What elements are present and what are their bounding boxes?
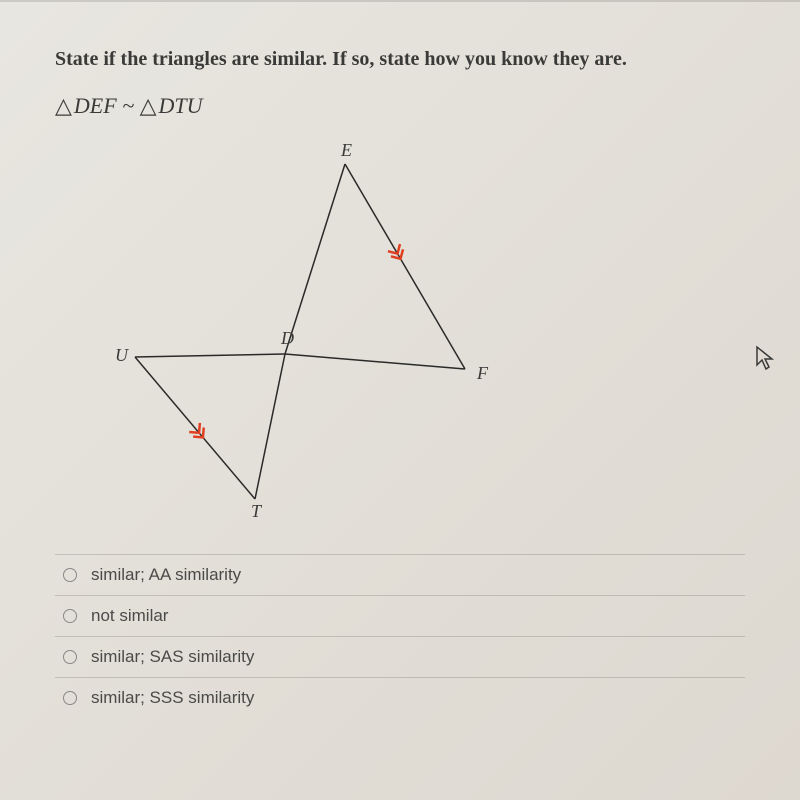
option-aa[interactable]: similar; AA similarity [55,554,745,595]
svg-text:U: U [115,345,129,365]
svg-text:T: T [251,501,263,521]
option-sss[interactable]: similar; SSS similarity [55,677,745,718]
triangle-left: DEF [74,93,117,118]
radio-icon [63,650,77,664]
option-label: similar; AA similarity [91,565,241,585]
radio-icon [63,609,77,623]
radio-icon [63,691,77,705]
svg-text:D: D [280,328,294,348]
question-prompt: State if the triangles are similar. If s… [55,45,745,73]
triangle-figure: E F D U T [55,139,555,539]
question-container: State if the triangles are similar. If s… [0,0,800,718]
option-not-similar[interactable]: not similar [55,595,745,636]
radio-icon [63,568,77,582]
tilde: ~ [117,93,140,118]
similarity-statement: △DEF ~ △DTU [55,93,745,119]
svg-text:E: E [340,140,352,160]
triangle-symbol-2: △ [140,93,157,118]
svg-text:F: F [476,363,489,383]
triangle-symbol-1: △ [55,93,72,118]
top-divider [0,0,800,2]
option-label: not similar [91,606,168,626]
diagram: E F D U T [55,139,745,539]
answer-options: similar; AA similarity not similar simil… [55,554,745,718]
option-sas[interactable]: similar; SAS similarity [55,636,745,677]
option-label: similar; SSS similarity [91,688,254,708]
triangle-right: DTU [159,93,203,118]
cursor-icon [755,345,775,377]
option-label: similar; SAS similarity [91,647,254,667]
